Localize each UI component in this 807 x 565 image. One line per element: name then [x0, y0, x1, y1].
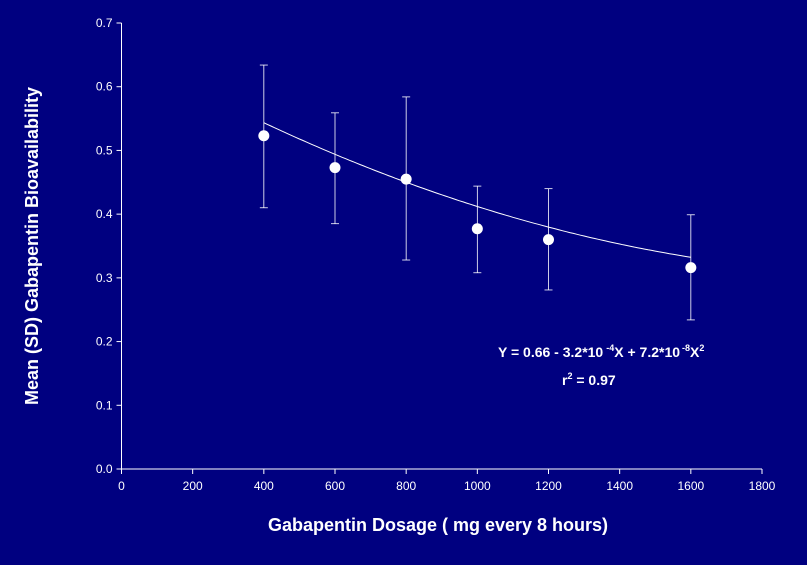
x-tick-label: 800 — [396, 479, 416, 493]
y-tick-label: 0.7 — [96, 16, 113, 30]
y-axis-label: Mean (SD) Gabapentin Bioavailability — [22, 87, 42, 405]
data-point — [685, 262, 697, 274]
x-tick-label: 200 — [183, 479, 203, 493]
data-point — [258, 130, 270, 142]
x-tick-label: 1400 — [606, 479, 633, 493]
x-tick-label: 1000 — [464, 479, 491, 493]
y-tick-label: 0.2 — [96, 335, 113, 349]
data-point — [400, 173, 412, 185]
y-tick-label: 0.1 — [96, 398, 113, 412]
data-point — [329, 162, 341, 174]
x-tick-label: 1600 — [677, 479, 704, 493]
y-tick-label: 0.3 — [96, 271, 113, 285]
x-tick-label: 400 — [254, 479, 274, 493]
x-tick-label: 1200 — [535, 479, 562, 493]
x-tick-label: 0 — [118, 479, 125, 493]
fit-equation: Y = 0.66 - 3.2*10 -4X + 7.2*10 -8X2 — [498, 343, 704, 360]
marks — [258, 64, 697, 321]
x-tick-label: 1800 — [749, 479, 776, 493]
r-squared: r2 = 0.97 — [562, 371, 616, 388]
y-tick-label: 0.6 — [96, 80, 113, 94]
data-point — [471, 223, 483, 235]
y-tick-label: 0.4 — [96, 207, 113, 221]
y-tick-label: 0.0 — [96, 462, 113, 476]
axes: 0 200 400 600 800 1000 1200 1400 1600 1800 0.0 0.1 0… — [96, 16, 776, 493]
y-tick-label: 0.5 — [96, 143, 113, 157]
x-axis-label: Gabapentin Dosage ( mg every 8 hours) — [268, 515, 608, 535]
x-tick-label: 600 — [325, 479, 345, 493]
data-point — [543, 234, 554, 246]
